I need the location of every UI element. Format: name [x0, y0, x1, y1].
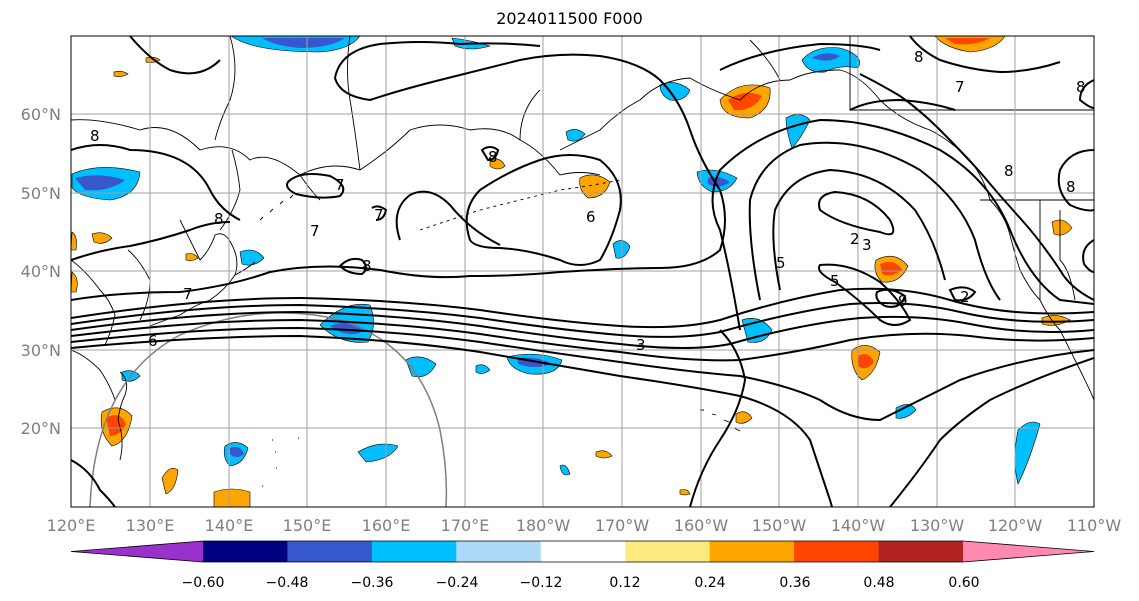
map-content: 8 8 8 8 8 8 8 8 7 7 7 7 7 6 9 5 5 3 3 2 … [71, 36, 1094, 507]
contour-label: 5 [830, 272, 840, 290]
contour-label: 8 [214, 210, 224, 228]
lat-label: 50°N [21, 184, 61, 203]
lon-label: 160°W [674, 516, 729, 535]
colorbar-tick-label: 0.24 [694, 575, 725, 591]
lon-label: 120°E [47, 516, 96, 535]
colorbar-segment [456, 541, 542, 562]
lon-label: 130°E [126, 516, 175, 535]
contour-label: 7 [335, 176, 345, 194]
contour-label: 8 [362, 257, 372, 275]
colorbar-tick-label: 0.60 [948, 575, 979, 591]
contour-label: 8 [488, 148, 498, 166]
colorbar-segment [540, 541, 626, 562]
lat-label: 60°N [21, 105, 61, 124]
lon-label: 170°E [441, 516, 490, 535]
colorbar-extend-low [71, 541, 203, 562]
colorbar-segment [709, 541, 795, 562]
colorbar-segment [794, 541, 879, 562]
contour-label: 7 [183, 285, 193, 303]
longitude-labels: 120°E 130°E 140°E 150°E 160°E 170°E 180°… [47, 516, 1122, 535]
colorbar-segment [878, 541, 964, 562]
colorbar-tick-label: −0.36 [351, 575, 394, 591]
colorbar-tick-label: −0.24 [436, 575, 479, 591]
lon-label: 150°E [283, 516, 332, 535]
contour-label: 8 [1004, 162, 1014, 180]
colorbar-tick-label: 0.48 [863, 575, 894, 591]
colorbar-outline [70, 540, 1095, 563]
contour-labels: 8 8 8 8 8 8 8 8 7 7 7 7 7 6 9 5 5 3 3 2 … [90, 48, 1086, 354]
lon-label: 110°W [1067, 516, 1122, 535]
contour-label: 7 [310, 222, 320, 240]
colorbar-segment [371, 541, 457, 562]
lon-label: 170°W [595, 516, 650, 535]
shaded-anomalies [71, 36, 1073, 507]
lat-label: 40°N [21, 262, 61, 281]
map-frame [70, 35, 1095, 508]
contour-label: 2 [960, 288, 970, 306]
contour-label: 6 [586, 208, 596, 226]
colorbar-ticks: −0.60 −0.48 −0.36 −0.24 −0.12 0.12 0.24 … [182, 575, 980, 591]
lon-label: 150°W [752, 516, 807, 535]
contour-label: 2 [850, 230, 860, 248]
contour-label: 3 [636, 336, 646, 354]
contour-label: 9 [898, 292, 908, 310]
lon-label: 140°E [205, 516, 254, 535]
colorbar-segment [625, 541, 711, 562]
lon-label: 130°W [910, 516, 965, 535]
contour-label: 6 [148, 332, 158, 350]
contour-label: 7 [374, 206, 384, 224]
colorbar-tick-label: 0.12 [609, 575, 640, 591]
latitude-labels: 60°N 50°N 40°N 30°N 20°N [21, 105, 61, 438]
map-title: 2024011500 F000 [496, 9, 643, 28]
lat-label: 20°N [21, 419, 61, 438]
lat-label: 30°N [21, 341, 61, 360]
contour-label: 5 [776, 254, 786, 272]
range-ring [89, 312, 448, 507]
contour-label: 7 [955, 78, 965, 96]
colorbar-tick-label: 0.36 [779, 575, 810, 591]
coastlines [71, 36, 1094, 487]
colorbar-tick-label: −0.60 [182, 575, 225, 591]
lon-label: 120°W [988, 516, 1043, 535]
contour-label: 3 [862, 236, 872, 254]
lon-label: 180°W [516, 516, 571, 535]
colorbar-tick-label: −0.12 [520, 575, 563, 591]
colorbar-segment [287, 541, 373, 562]
contour-label: 8 [1066, 178, 1076, 196]
contour-label: 8 [914, 48, 924, 66]
contour-label: 8 [1076, 78, 1086, 96]
lon-label: 140°W [831, 516, 886, 535]
colorbar-tick-label: −0.48 [266, 575, 309, 591]
colorbar [70, 540, 1095, 563]
colorbar-segment [203, 541, 288, 562]
colorbar-extend-high [963, 541, 1094, 562]
contour-label: 8 [90, 127, 100, 145]
contours [71, 36, 1094, 507]
lon-label: 160°E [362, 516, 411, 535]
